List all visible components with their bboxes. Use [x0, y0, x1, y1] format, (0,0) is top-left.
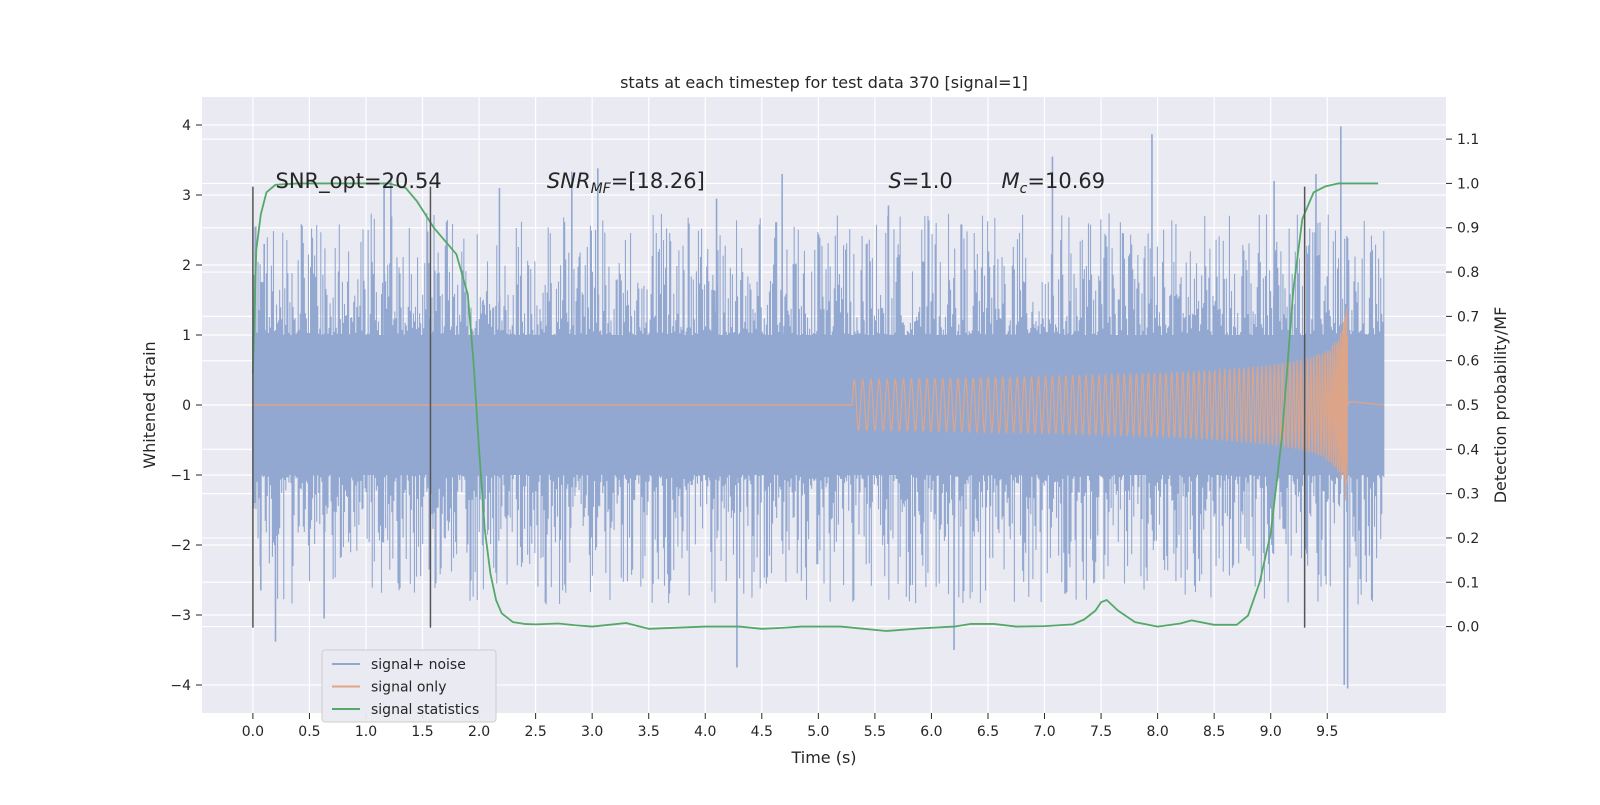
y2-axis-label: Detection probability/MF [1491, 307, 1510, 504]
legend-box [321, 649, 497, 723]
annotations: SNR_opt=20.54 SNRMF=[18.26] S=1.0 Mc=10.69 [276, 169, 1106, 197]
signal-noise-peaks [260, 126, 1349, 689]
y2-tick-label: 0.8 [1457, 265, 1479, 281]
x-tick-label: 9.5 [1316, 724, 1338, 740]
x-tick-label: 0.0 [242, 724, 264, 740]
y-axis-label: Whitened strain [140, 341, 159, 468]
y2-tick-label: 0.7 [1457, 309, 1479, 325]
y2-tick-label: 0.3 [1457, 487, 1479, 503]
x-tick-label: 2.0 [468, 724, 490, 740]
annotation-text: Mc=10.69 [1002, 169, 1106, 197]
x-tick-label: 6.5 [977, 724, 999, 740]
legend-label: signal statistics [371, 702, 479, 718]
x-tick-label: 1.5 [411, 724, 433, 740]
x-tick-label: 1.0 [355, 724, 377, 740]
annotation-text: SNRMF=[18.26] [547, 169, 705, 197]
series-layer [251, 126, 1385, 689]
y-tick-label: −1 [170, 468, 191, 484]
y2-tick-label: 0.2 [1457, 531, 1479, 547]
axes: 0.0 0.5 1.0 1.5 2.0 2.5 3.0 3.5 4.0 4.5 5.0 5.5 6.0 6… [170, 118, 1479, 740]
legend-label: signal+ noise [371, 657, 466, 673]
x-tick-label: 3.5 [638, 724, 660, 740]
x-tick-label: 8.5 [1203, 724, 1225, 740]
x-tick-label: 7.0 [1033, 724, 1055, 740]
y2-tick-label: 1.1 [1457, 132, 1479, 148]
y2-tick-label: 0.5 [1457, 398, 1479, 414]
x-tick-label: 7.5 [1090, 724, 1112, 740]
x-tick-label: 4.5 [751, 724, 773, 740]
y2-tick-label: 0.0 [1457, 620, 1479, 636]
signal-only-line [851, 307, 1384, 501]
y2-tick-label: 1.0 [1457, 176, 1479, 192]
y-tick-label: −3 [170, 608, 191, 624]
x-tick-label: 0.5 [298, 724, 320, 740]
y-tick-label: 3 [182, 188, 191, 204]
y2-tick-label: 0.6 [1457, 354, 1479, 370]
legend: signal+ noise signal only signal statistic… [321, 649, 497, 723]
y-tick-label: 4 [182, 118, 191, 134]
y-tick-label: 1 [182, 328, 191, 344]
x-tick-label: 8.0 [1146, 724, 1168, 740]
x-tick-label: 5.0 [807, 724, 829, 740]
y2-tick-label: 0.4 [1457, 442, 1479, 458]
annotation-text: S=1.0 [888, 169, 952, 193]
x-tick-label: 6.0 [920, 724, 942, 740]
annotation-text: SNR_opt=20.54 [276, 169, 442, 194]
y-tick-label: 0 [182, 398, 191, 414]
y-tick-label: −2 [170, 538, 191, 554]
chart-title: stats at each timestep for test data 370… [620, 73, 1028, 92]
y2-tick-label: 0.9 [1457, 221, 1479, 237]
x-tick-label: 2.5 [524, 724, 546, 740]
legend-label: signal only [371, 680, 446, 696]
x-axis-label: Time (s) [790, 748, 856, 767]
vertical-markers [252, 186, 1306, 628]
y-tick-label: 2 [182, 258, 191, 274]
y2-tick-label: 0.1 [1457, 575, 1479, 591]
y-tick-label: −4 [170, 678, 191, 694]
signal-only-series [252, 307, 1384, 501]
x-tick-label: 5.5 [864, 724, 886, 740]
x-tick-label: 4.0 [694, 724, 716, 740]
x-tick-label: 9.0 [1260, 724, 1282, 740]
x-tick-label: 3.0 [581, 724, 603, 740]
